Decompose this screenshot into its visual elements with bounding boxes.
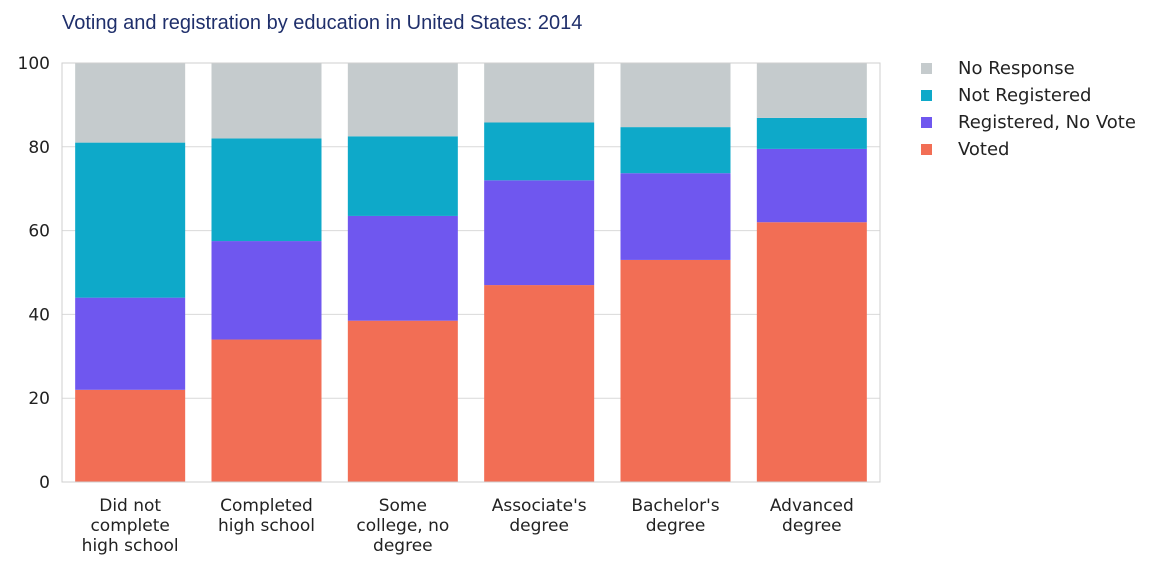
bar-segment (756, 117, 867, 149)
x-tick-label: Advanced degree (770, 496, 854, 536)
legend-swatch (921, 63, 932, 74)
bar-segment (75, 297, 186, 390)
bar-segment (620, 173, 731, 260)
bar-segment (211, 138, 322, 242)
legend-item: Voted (921, 139, 1010, 160)
bar-segment (211, 63, 322, 139)
legend-swatch (921, 117, 932, 128)
bar-segment (620, 63, 731, 128)
bar-segment (347, 63, 458, 137)
y-tick-label: 100 (18, 54, 50, 74)
legend: No Response Not Registered Registered, No … (921, 58, 1136, 160)
x-tick-label: Did not complete high school (82, 496, 179, 556)
bars (75, 63, 867, 482)
bar-segment (620, 127, 731, 174)
x-tick-label: Bachelor's degree (631, 496, 719, 536)
y-tick-label: 40 (28, 305, 50, 325)
bar-segment (75, 389, 186, 482)
bar-segment (347, 136, 458, 216)
bar-segment (756, 148, 867, 223)
legend-swatch (921, 90, 932, 101)
legend-item: Not Registered (921, 85, 1091, 106)
bar-segment (75, 142, 186, 298)
bar-segment (756, 63, 867, 118)
bar-segment (211, 241, 322, 340)
bar-segment (484, 122, 595, 181)
legend-swatch (921, 144, 932, 155)
y-tick-label: 80 (28, 138, 50, 158)
x-tick-label: Associate's degree (492, 496, 587, 536)
legend-label: Not Registered (958, 85, 1091, 106)
y-axis-ticks: 0 20 40 60 80 100 (18, 54, 50, 493)
x-tick-label: Completed high school (218, 496, 315, 536)
y-tick-label: 60 (28, 222, 50, 242)
plot-frame (61, 62, 881, 483)
x-axis-labels: Did not complete high school Completed high … (82, 496, 854, 556)
y-tick-label: 0 (39, 473, 50, 493)
bar-segment (347, 215, 458, 321)
legend-label: No Response (958, 58, 1075, 79)
x-tick-label: Some college, no degree (356, 496, 449, 556)
bar-segment (484, 63, 595, 123)
bar-segment (756, 222, 867, 482)
y-tick-label: 20 (28, 389, 50, 409)
bar-segment (484, 180, 595, 286)
legend-item: Registered, No Vote (921, 112, 1136, 133)
legend-label: Registered, No Vote (958, 112, 1136, 133)
bar-segment (347, 320, 458, 482)
bar-segment (484, 285, 595, 482)
legend-label: Voted (958, 139, 1010, 160)
bar-segment (75, 63, 186, 143)
chart-title: Voting and registration by education in … (62, 12, 582, 34)
bar-segment (620, 259, 731, 482)
bar-segment (211, 339, 322, 482)
legend-item: No Response (921, 58, 1075, 79)
